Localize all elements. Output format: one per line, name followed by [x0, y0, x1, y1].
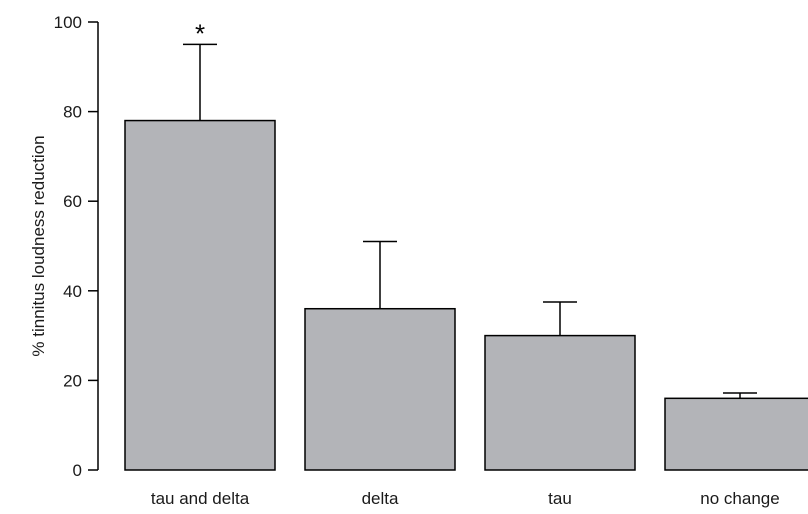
- bars-group: [124, 119, 808, 471]
- category-labels-group: tau and delta delta tau no change: [151, 489, 780, 508]
- significance-marker: *: [195, 18, 205, 48]
- bar-tau-and-delta: [124, 119, 276, 471]
- y-tick-label: 40: [63, 282, 82, 301]
- y-tick-label: 100: [54, 13, 82, 32]
- y-tick-label: 20: [63, 371, 82, 390]
- y-axis: 0 20 40 60 80 100: [54, 13, 99, 480]
- error-bars-group: *: [183, 18, 757, 399]
- x-category-label: tau: [548, 489, 572, 508]
- y-tick-label: 80: [63, 103, 82, 122]
- x-category-label: no change: [700, 489, 779, 508]
- x-category-label: tau and delta: [151, 489, 250, 508]
- bar-no-change: [664, 397, 808, 471]
- bar-delta: [304, 307, 456, 471]
- y-tick-label: 60: [63, 192, 82, 211]
- x-category-label: delta: [362, 489, 399, 508]
- bar-tau: [484, 334, 636, 471]
- y-axis-title: % tinnitus loudness reduction: [29, 135, 48, 356]
- y-tick-label: 0: [73, 461, 82, 480]
